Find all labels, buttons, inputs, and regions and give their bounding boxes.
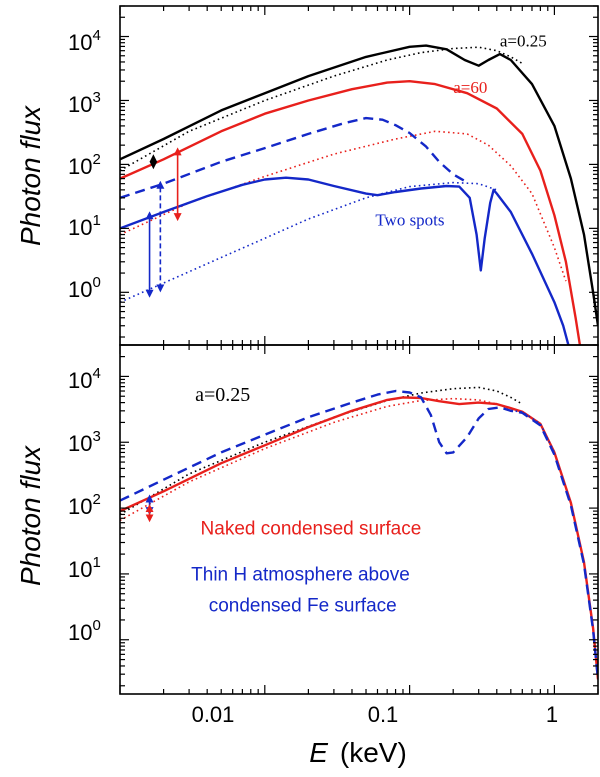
series-line-bottom-2 [120, 397, 523, 522]
y-axis-title-top: Photon flux [15, 105, 46, 246]
panel-bottom: a=0.25 Naked condensed surface Thin H atmo… [120, 384, 598, 680]
axes-frame-top [119, 5, 599, 346]
x-tick-label-0.01: 0.01 [192, 702, 235, 727]
y-tick-label-bottom-10-3: 103 [68, 428, 101, 456]
y-tick-labels-bottom: 104 103 102 101 100 [68, 365, 101, 645]
annotation-top-1: a=60 [453, 78, 487, 97]
annotation-top-2: Two spots [375, 211, 444, 230]
x-tick-labels: 0.01 0.1 1 [192, 702, 559, 727]
y-tick-label-top-10-1: 101 [68, 212, 101, 240]
axes-frame-bottom [119, 344, 599, 695]
y-tick-label-top-10-0: 100 [68, 274, 101, 302]
x-tick-label-0.1: 0.1 [368, 702, 399, 727]
series-line-bottom-4 [510, 410, 556, 453]
axes-frames [119, 5, 599, 695]
series-line-top-5 [120, 176, 570, 345]
series-line-top-0 [120, 44, 598, 326]
y-tick-label-bottom-10-2: 102 [68, 491, 101, 519]
panel-bottom-annotations: a=0.25 Naked condensed surface Thin H atmo… [191, 384, 421, 616]
y-tick-label-top-10-4: 104 [68, 27, 101, 55]
legend-text-1: Thin H atmosphere above [191, 564, 410, 585]
y-tick-labels-top: 104 103 102 101 100 [68, 27, 101, 302]
axis-ticks [119, 5, 599, 694]
annotation-top-0: a=0.25 [500, 31, 547, 50]
series-line-top-6 [120, 181, 498, 303]
series-line-bottom-3 [120, 389, 598, 680]
legend-text-2: condensed Fe surface [209, 595, 397, 616]
series-line-top-2 [120, 80, 582, 345]
annotation-bottom-0: a=0.25 [195, 384, 250, 406]
series-line-bottom-0 [120, 386, 523, 516]
panel-bottom-series [120, 386, 598, 680]
x-tick-label-1: 1 [546, 702, 558, 727]
y-tick-label-bottom-10-0: 100 [68, 617, 101, 645]
legend-text-0: Naked condensed surface [201, 518, 422, 539]
y-tick-label-top-10-3: 103 [68, 89, 101, 117]
panel-top-arrows [145, 147, 182, 298]
series-line-top-3 [120, 130, 567, 282]
panel-top-annotations: a=0.25 a=60 Two spots [375, 31, 546, 229]
panel-top-series [120, 44, 598, 345]
y-axis-title-bottom: Photon flux [15, 445, 46, 586]
y-tick-label-top-10-2: 102 [68, 151, 101, 179]
series-line-top-4 [120, 116, 466, 199]
y-tick-label-bottom-10-4: 104 [68, 365, 101, 393]
y-tick-label-bottom-10-1: 101 [68, 554, 101, 582]
series-line-bottom-1 [120, 396, 598, 680]
panel-top: a=0.25 a=60 Two spots [120, 31, 598, 345]
x-axis-title: E (keV) [309, 737, 407, 768]
